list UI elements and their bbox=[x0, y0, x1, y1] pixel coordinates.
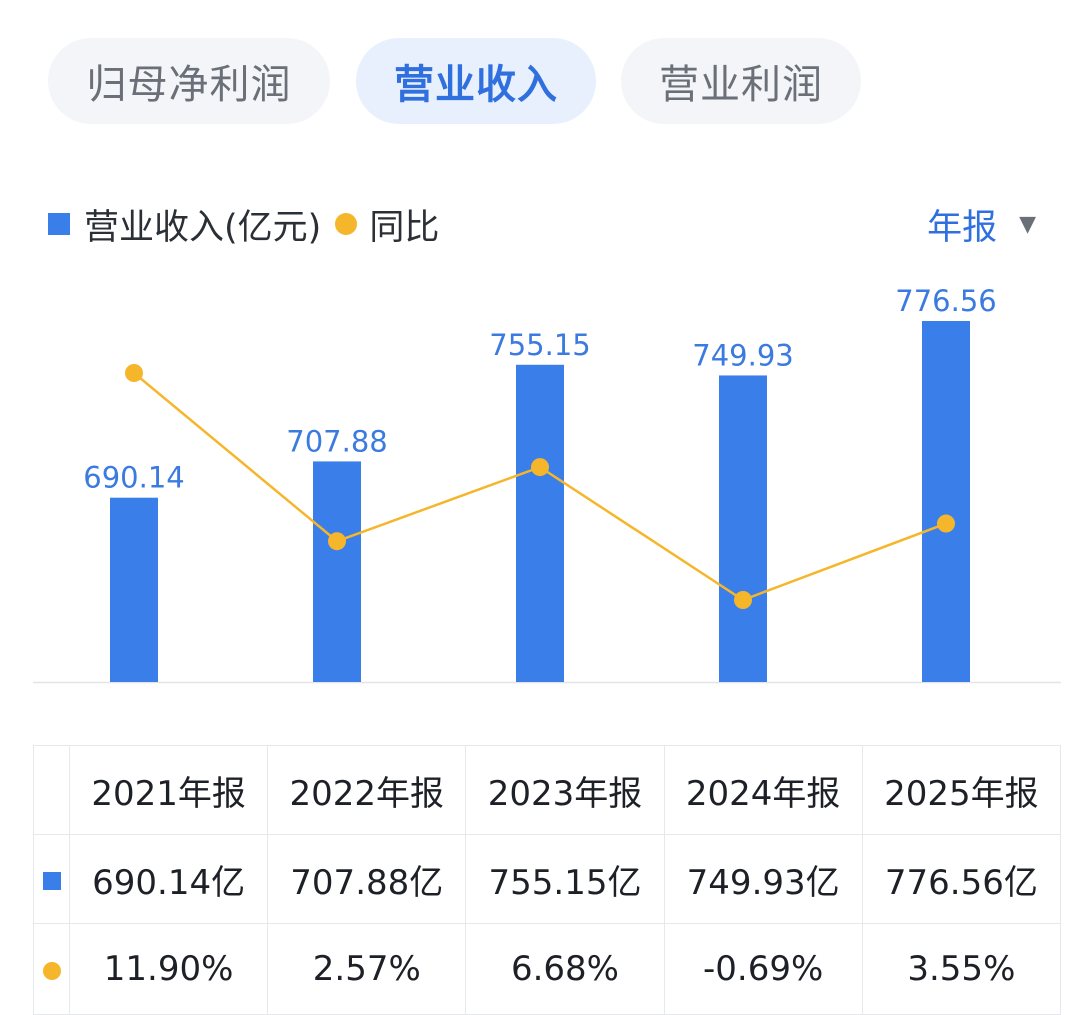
table-corner-cell bbox=[33, 745, 70, 835]
tab-operating-profit[interactable]: 营业利润 bbox=[621, 38, 861, 124]
table-header-cell: 2023年报 bbox=[465, 745, 665, 835]
table-cell-yoy: -0.69% bbox=[663, 923, 863, 1015]
yoy-point bbox=[531, 458, 549, 477]
yoy-point bbox=[937, 514, 955, 533]
table-cell-yoy: 3.55% bbox=[861, 923, 1062, 1015]
period-label: 年报 bbox=[927, 207, 998, 248]
caret-down-icon: ▼ bbox=[1019, 211, 1036, 237]
table-cell-revenue: 690.14亿 bbox=[68, 834, 269, 924]
bar-value-label: 690.14 bbox=[83, 461, 184, 495]
chart-legend: 营业收入(亿元) 同比 bbox=[48, 196, 439, 252]
revenue-chart: 690.14 707.88 755.15 749.93 776.56 bbox=[33, 284, 1061, 684]
table-row-yoy: 11.90% 2.57% 6.68% -0.69% 3.55% bbox=[33, 923, 1062, 1015]
square-icon bbox=[42, 872, 61, 890]
revenue-row-marker bbox=[33, 834, 70, 924]
line-legend-label: 同比 bbox=[369, 207, 440, 248]
bar bbox=[110, 497, 158, 682]
period-selector[interactable]: 年报 ▼ bbox=[927, 196, 1036, 252]
table-row-revenue: 690.14亿 707.88亿 755.15亿 749.93亿 776.56亿 bbox=[33, 834, 1062, 924]
table-cell-revenue: 776.56亿 bbox=[861, 834, 1062, 924]
yoy-point bbox=[125, 364, 143, 382]
table-header-cell: 2022年报 bbox=[267, 745, 467, 835]
bar bbox=[719, 375, 767, 682]
line-legend-swatch bbox=[335, 213, 358, 235]
table-cell-revenue: 755.15亿 bbox=[465, 834, 665, 924]
bar-value-label: 749.93 bbox=[692, 338, 793, 372]
bar bbox=[922, 321, 970, 682]
table-cell-yoy: 11.90% bbox=[68, 923, 269, 1015]
bar-value-label: 707.88 bbox=[286, 424, 387, 458]
tab-net-profit[interactable]: 归母净利润 bbox=[48, 38, 330, 124]
table-cell-yoy: 6.68% bbox=[465, 923, 665, 1015]
metric-tabs: 归母净利润 营业收入 营业利润 bbox=[0, 0, 1080, 140]
table-header-row: 2021年报 2022年报 2023年报 2024年报 2025年报 bbox=[33, 745, 1062, 835]
yoy-row-marker bbox=[33, 923, 70, 1015]
bar bbox=[313, 461, 361, 682]
data-table: 2021年报 2022年报 2023年报 2024年报 2025年报 690.1… bbox=[33, 745, 1062, 1015]
yoy-point bbox=[734, 591, 752, 609]
bar-legend-label: 营业收入(亿元) bbox=[84, 207, 322, 248]
table-header-cell: 2025年报 bbox=[861, 745, 1062, 835]
tab-revenue[interactable]: 营业收入 bbox=[356, 38, 596, 124]
table-cell-yoy: 2.57% bbox=[267, 923, 467, 1015]
bar-value-label: 776.56 bbox=[895, 284, 996, 318]
bar bbox=[516, 364, 564, 682]
table-cell-revenue: 749.93亿 bbox=[663, 834, 863, 924]
table-cell-revenue: 707.88亿 bbox=[267, 834, 467, 924]
bar-value-label: 755.15 bbox=[489, 328, 590, 362]
table-header-cell: 2024年报 bbox=[663, 745, 863, 835]
table-header-cell: 2021年报 bbox=[68, 745, 269, 835]
dot-icon bbox=[42, 962, 61, 980]
yoy-point bbox=[328, 532, 346, 551]
bar-legend-swatch bbox=[48, 213, 70, 235]
